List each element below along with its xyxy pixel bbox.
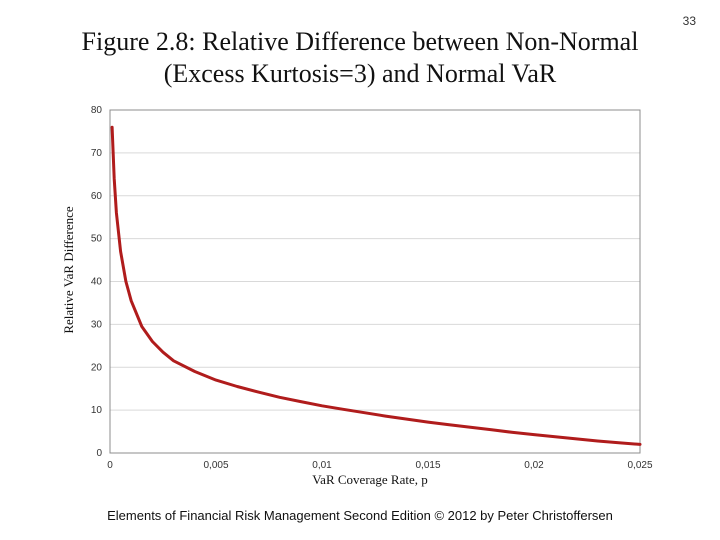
axes [109,109,641,454]
y-tick-label: 50 [91,234,103,245]
y-tick-label: 70 [91,148,103,159]
plot-frame [109,109,641,454]
x-tick-label: 0,02 [524,460,544,471]
y-tick-label: 80 [91,105,103,116]
y-tick-label: 20 [91,362,103,373]
series-line [110,125,642,446]
y-tick-label: 10 [91,405,103,416]
x-tick-labels: 0 0,005 0,01 0,015 0,02 0,025 [107,460,653,471]
y-tick-label: 60 [91,191,103,202]
x-tick-label: 0,025 [627,460,652,471]
y-tick-labels: 0 10 20 30 40 50 60 70 80 [91,105,103,459]
x-tick-label: 0,005 [203,460,228,471]
gridlines [110,109,640,411]
page-title: Figure 2.8: Relative Difference between … [81,27,639,88]
x-axis-label: VaR Coverage Rate, p [312,472,428,487]
footer-credit: Elements of Financial Risk Management Se… [107,508,613,523]
x-tick-label: 0,015 [415,460,440,471]
page-number: 33 [682,14,696,28]
y-tick-label: 40 [91,277,103,288]
series-lines [110,125,642,446]
y-tick-label: 0 [96,448,102,459]
x-tick-label: 0 [107,460,113,471]
y-tick-label: 30 [91,319,103,330]
y-axis-label: Relative VaR Difference [61,206,76,334]
x-tick-label: 0,01 [312,460,332,471]
